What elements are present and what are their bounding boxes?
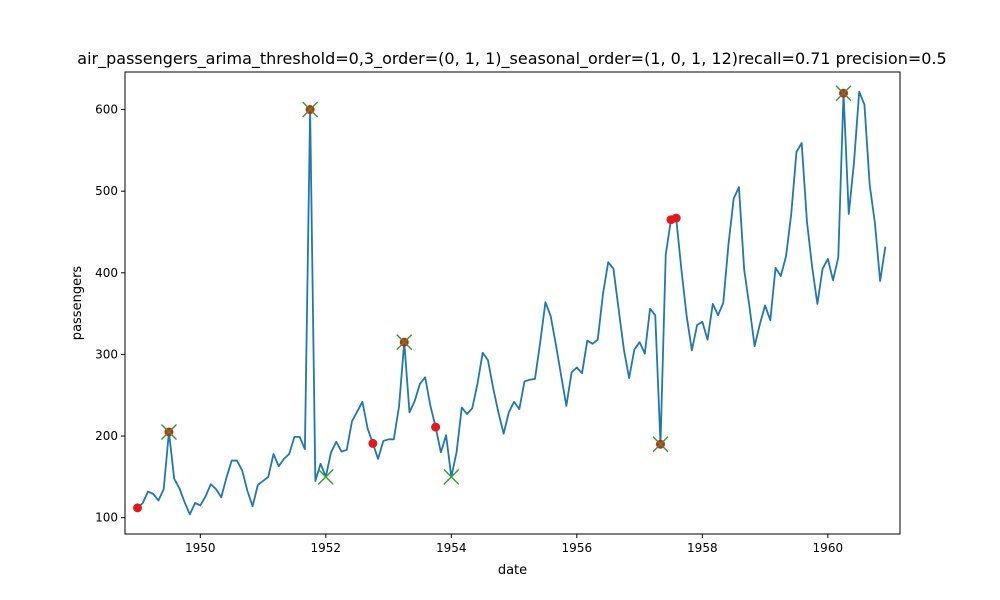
x-axis-label: date <box>498 563 527 578</box>
true-anomaly-marker <box>302 101 319 118</box>
predicted-anomaly-point <box>431 422 441 432</box>
true-anomaly-stroke <box>443 468 460 485</box>
x-tick-label: 1960 <box>813 541 844 555</box>
plot-frame <box>124 71 901 535</box>
predicted-anomaly-point <box>368 438 378 448</box>
y-tick-label: 200 <box>95 429 118 443</box>
series-line-passengers <box>136 90 887 516</box>
true-anomaly-marker <box>317 468 334 485</box>
true-anomaly-marker <box>443 468 460 485</box>
x-tick-label: 1950 <box>185 541 216 555</box>
predicted-anomaly-point <box>671 213 681 223</box>
predicted-anomaly-point <box>133 503 143 513</box>
chart-title: air_passengers_arima_threshold=0,3_order… <box>77 49 946 69</box>
true-anomaly-stroke <box>302 101 319 118</box>
y-tick-label: 400 <box>95 266 118 280</box>
plot-area <box>133 85 887 516</box>
y-tick-label: 300 <box>95 347 118 361</box>
true-anomaly-marker <box>835 85 852 102</box>
y-tick-label: 500 <box>95 184 118 198</box>
true-anomaly-marker <box>160 423 177 440</box>
x-tick-label: 1954 <box>436 541 467 555</box>
x-tick-label: 1956 <box>562 541 593 555</box>
x-tick-label: 1958 <box>687 541 718 555</box>
y-tick-label: 600 <box>95 103 118 117</box>
true-anomaly-stroke <box>160 423 177 440</box>
y-axis-label: passengers <box>70 266 85 341</box>
true-anomaly-stroke <box>396 334 413 351</box>
true-anomaly-stroke <box>652 436 669 453</box>
true-anomaly-stroke <box>835 85 852 102</box>
y-axis-ticks: 100 200 300 400 500 600 <box>95 103 125 525</box>
y-tick-label: 100 <box>95 511 118 525</box>
true-anomaly-stroke <box>317 468 334 485</box>
true-anomaly-marker <box>396 334 413 351</box>
x-axis-ticks: 1950 1952 1954 1956 1958 1960 <box>185 534 843 555</box>
x-tick-label: 1952 <box>311 541 342 555</box>
true-anomaly-marker <box>652 436 669 453</box>
